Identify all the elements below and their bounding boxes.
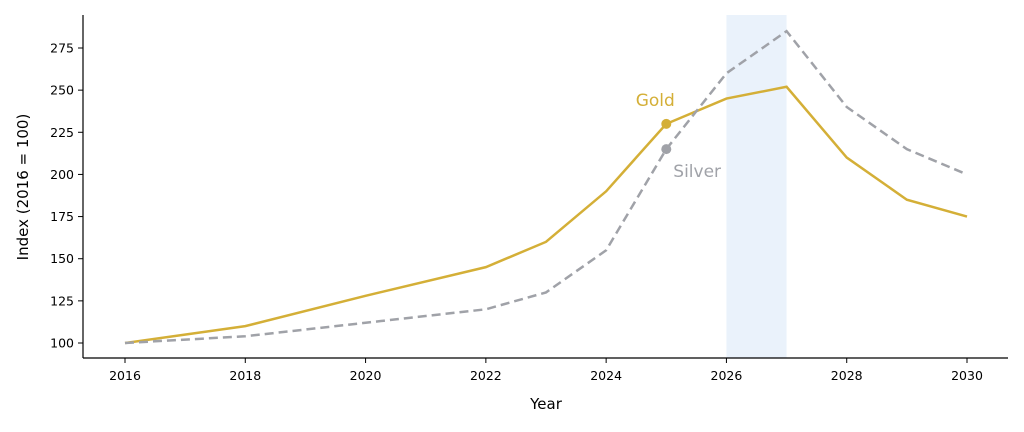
x-tick-label: 2028 [831, 368, 863, 383]
annotation-marker-gold [661, 118, 672, 129]
series-line-gold [124, 85, 968, 345]
y-tick-label: 100 [50, 336, 74, 351]
annotation-marker-silver [661, 144, 672, 155]
series-line-silver [124, 29, 968, 345]
y-tick-label: 175 [50, 209, 74, 224]
y-tick-label: 225 [50, 125, 74, 140]
y-tick-label: 150 [50, 251, 74, 266]
x-tick-label: 2030 [951, 368, 983, 383]
y-tick-label: 250 [50, 83, 74, 98]
x-tick-label: 2026 [711, 368, 743, 383]
y-tick-label: 200 [50, 167, 74, 182]
annotation-label-gold: Gold [636, 91, 675, 111]
highlight-span-rect [726, 15, 787, 358]
x-axis-label: Year [529, 395, 563, 413]
highlight-span [726, 15, 787, 358]
y-axis-label: Index (2016 = 100) [14, 114, 32, 261]
x-tick-label: 2020 [350, 368, 382, 383]
annotation-label-silver: Silver [673, 162, 721, 182]
y-tick-label: 125 [50, 293, 74, 308]
y-tick-label: 275 [50, 41, 74, 56]
axes [82, 15, 1008, 359]
x-tick-label: 2018 [229, 368, 261, 383]
x-tick-label: 2016 [109, 368, 141, 383]
x-tick-label: 2022 [470, 368, 502, 383]
x-tick-label: 2024 [590, 368, 622, 383]
